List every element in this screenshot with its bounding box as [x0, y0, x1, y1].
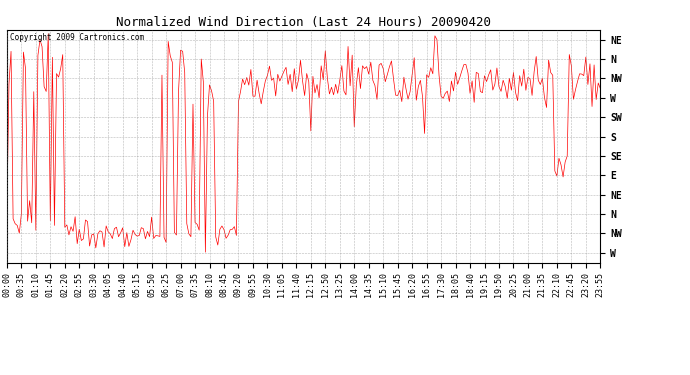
- Title: Normalized Wind Direction (Last 24 Hours) 20090420: Normalized Wind Direction (Last 24 Hours…: [116, 16, 491, 29]
- Text: Copyright 2009 Cartronics.com: Copyright 2009 Cartronics.com: [10, 33, 144, 42]
